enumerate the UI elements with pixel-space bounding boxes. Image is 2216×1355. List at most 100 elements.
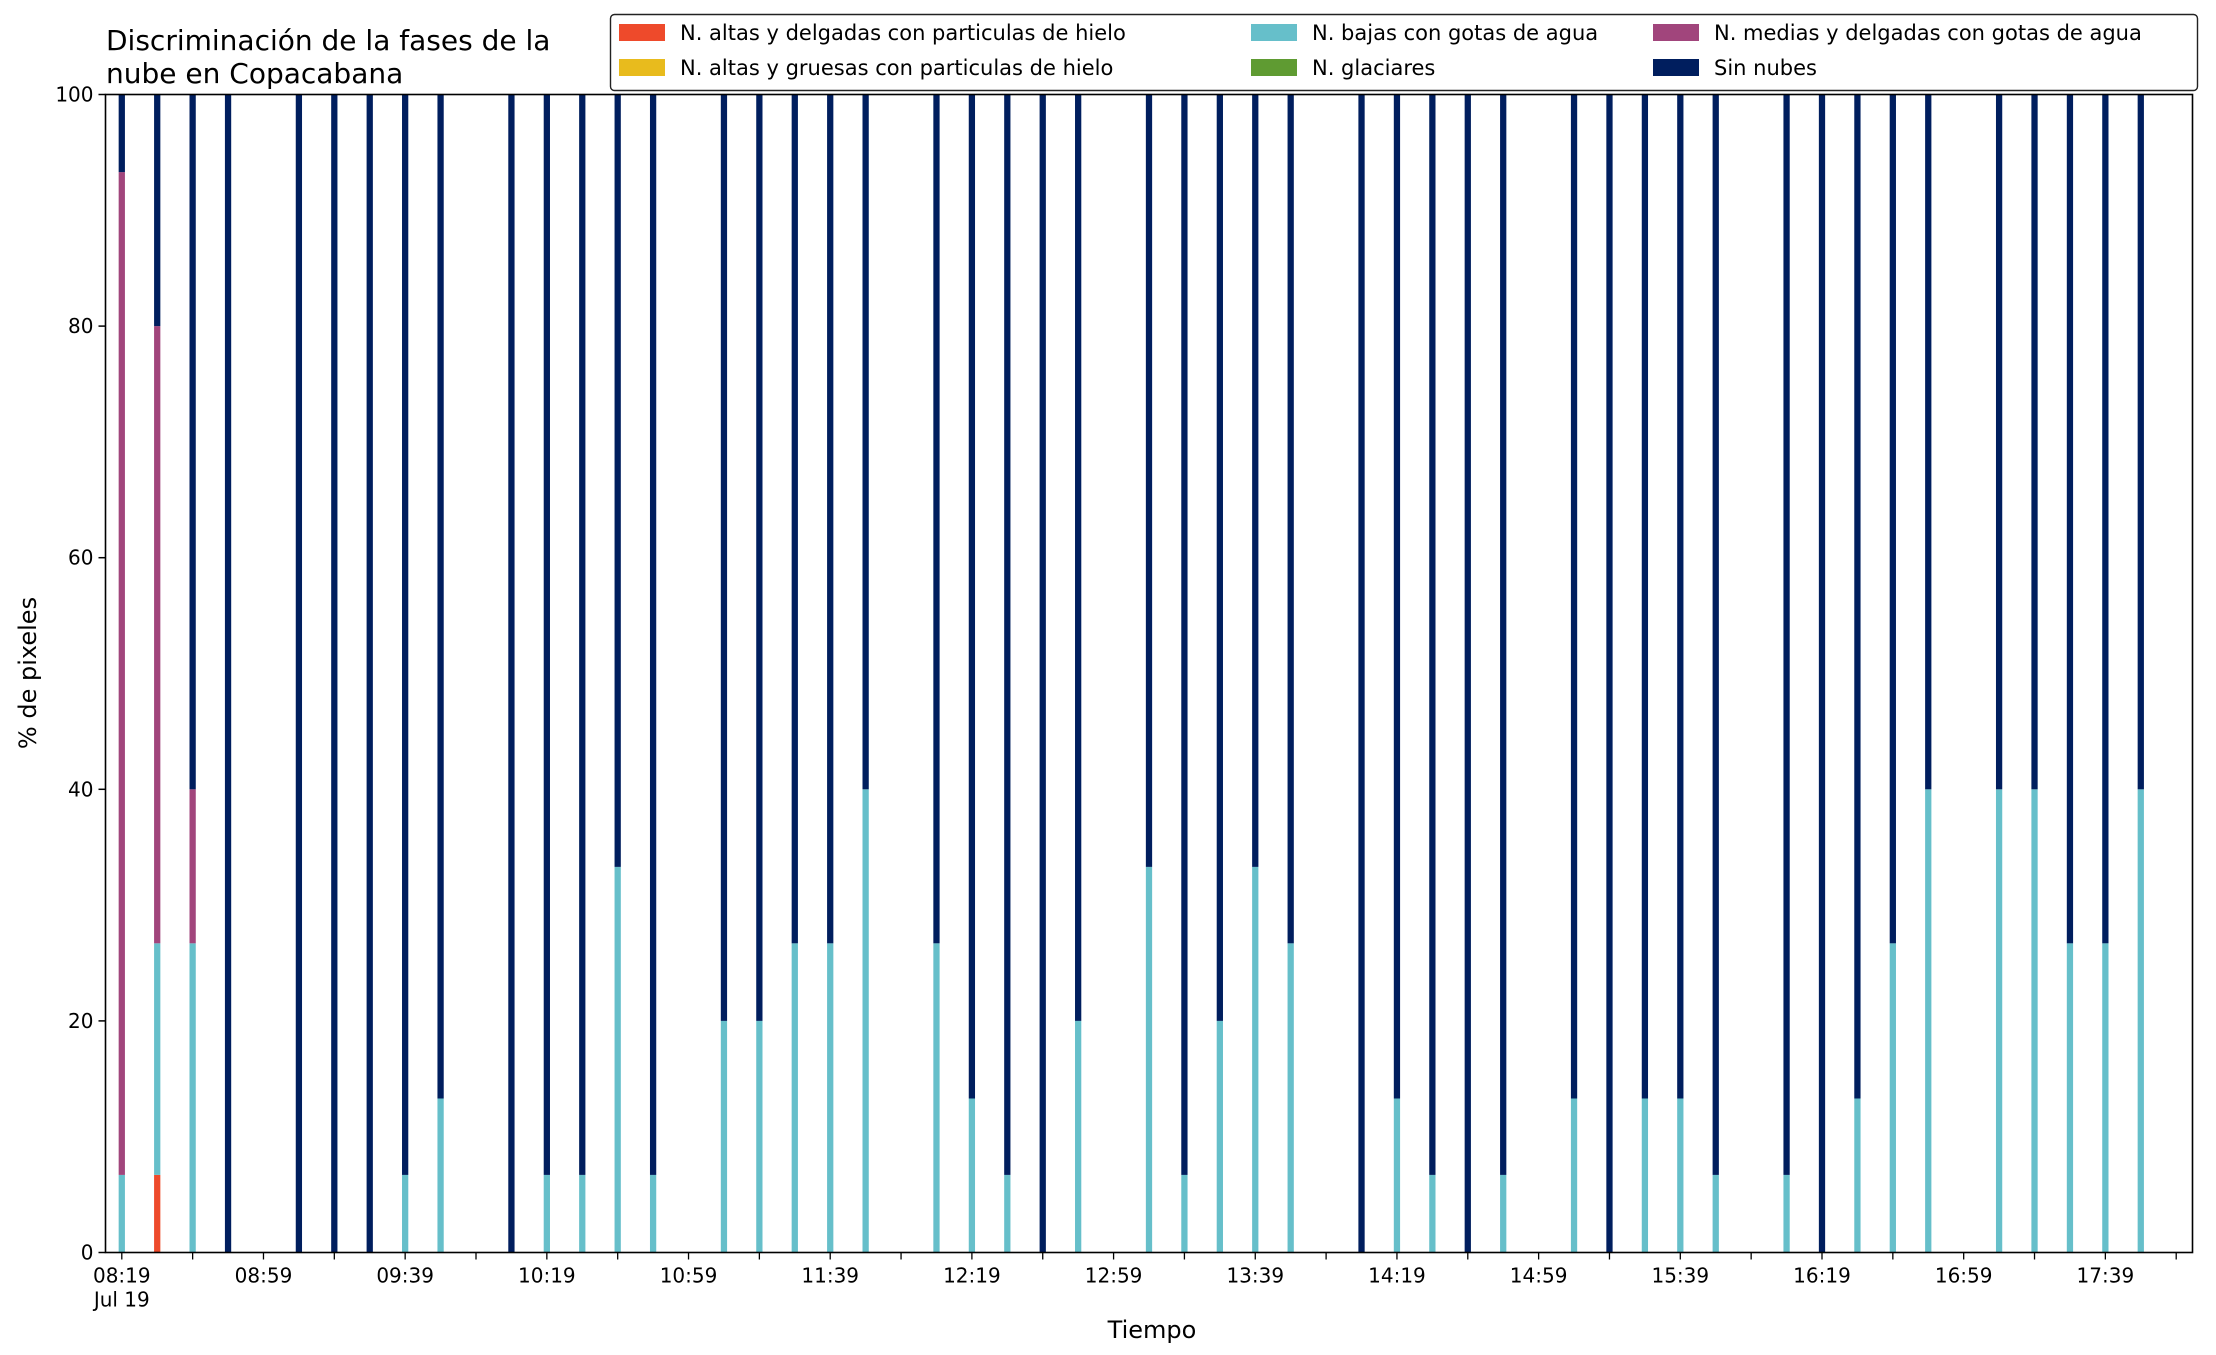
bar-segment-10-2	[543, 1174, 550, 1253]
bar-segment-35-5	[1606, 94, 1613, 1253]
bar-segment-42-5	[1889, 94, 1896, 944]
bar-segment-48-2	[2137, 789, 2144, 1253]
bar-segment-46-2	[2066, 943, 2074, 1253]
legend-swatch-3	[1251, 59, 1297, 76]
x-tick-label-6: 12:19	[943, 1264, 1001, 1288]
bar-segment-14-5	[720, 94, 728, 1021]
bar-segment-23-2	[1075, 1020, 1082, 1253]
bar-segment-13-5	[649, 94, 657, 1175]
x-tick-label-9: 14:19	[1368, 1264, 1426, 1288]
x-tick-label-2: 09:39	[376, 1264, 434, 1288]
bar-segment-44-5	[1995, 94, 2003, 790]
legend-swatch-5	[1653, 59, 1699, 76]
bar-segment-34-5	[1570, 94, 1578, 1099]
legend-swatch-2	[1251, 24, 1297, 41]
y-tick-label-2: 40	[68, 777, 93, 801]
bar-segment-19-2	[933, 943, 940, 1253]
x-axis-label: Tiempo	[1107, 1316, 1197, 1344]
bar-segment-8-2	[437, 1098, 444, 1253]
bar-segment-10-5	[543, 94, 550, 1175]
bar-segment-1-5	[154, 94, 161, 327]
bar-segment-32-5	[1464, 94, 1471, 1253]
bar-segment-40-5	[1818, 94, 1826, 1253]
bar-segment-23-5	[1075, 94, 1082, 1021]
chart-title-line-1: Discriminación de la fases de la	[106, 24, 550, 57]
bar-segment-30-2	[1393, 1098, 1401, 1253]
bar-segment-16-5	[791, 94, 798, 944]
y-tick-label-3: 60	[68, 546, 93, 570]
bar-segment-24-5	[1145, 94, 1153, 867]
bar-segment-0-4	[118, 172, 125, 1175]
bar-segment-0-5	[118, 94, 125, 173]
bar-segment-26-2	[1216, 1020, 1223, 1253]
bar-segment-28-2	[1287, 943, 1294, 1253]
bar-segment-1-2	[154, 943, 161, 1175]
bar-segment-47-2	[2102, 943, 2109, 1253]
bar-segment-7-2	[402, 1174, 409, 1253]
bar-segment-8-5	[437, 94, 444, 1099]
bar-segment-2-4	[189, 789, 196, 944]
bar-segment-2-5	[189, 94, 196, 790]
legend-swatch-0	[619, 24, 665, 41]
bar-segment-17-5	[827, 94, 834, 944]
bar-segment-21-2	[1004, 1174, 1011, 1253]
bars-layer	[118, 94, 2144, 1253]
bar-segment-43-5	[1925, 94, 1932, 790]
bar-segment-38-5	[1712, 94, 1719, 1175]
bar-segment-21-5	[1004, 94, 1011, 1175]
x-tick-label-3: 10:19	[518, 1264, 576, 1288]
bar-segment-6-5	[366, 94, 373, 1253]
x-tick-sublabel-0: Jul 19	[92, 1288, 150, 1312]
bar-segment-25-2	[1181, 1174, 1188, 1253]
bar-segment-48-5	[2137, 94, 2144, 790]
bar-segment-4-5	[295, 94, 303, 1253]
legend-label-3: N. glaciares	[1312, 56, 1435, 80]
x-tick-label-8: 13:39	[1226, 1264, 1284, 1288]
bar-segment-15-5	[756, 94, 763, 1021]
y-axis-label: % de pixeles	[14, 597, 42, 749]
bar-segment-38-2	[1712, 1174, 1719, 1253]
x-tick-label-5: 11:39	[801, 1264, 859, 1288]
x-tick-label-11: 15:39	[1651, 1264, 1709, 1288]
bar-segment-45-5	[2031, 94, 2038, 790]
bar-segment-16-2	[791, 943, 798, 1253]
x-tick-label-7: 12:59	[1085, 1264, 1143, 1288]
legend-label-5: Sin nubes	[1714, 56, 1817, 80]
bar-segment-37-2	[1677, 1098, 1684, 1253]
bar-segment-42-2	[1889, 943, 1896, 1253]
bar-segment-20-5	[968, 94, 976, 1099]
bar-segment-12-2	[614, 866, 621, 1253]
y-axis: 0 20 40 60 80 100	[55, 83, 106, 1265]
bar-segment-34-2	[1570, 1098, 1578, 1253]
legend-label-0: N. altas y delgadas con particulas de hi…	[680, 21, 1126, 45]
x-tick-label-13: 16:59	[1935, 1264, 1993, 1288]
bar-segment-33-5	[1500, 94, 1507, 1175]
bar-segment-1-0	[154, 1174, 161, 1253]
legend-label-2: N. bajas con gotas de agua	[1312, 21, 1598, 45]
bar-segment-29-5	[1358, 94, 1365, 1253]
bar-segment-25-5	[1181, 94, 1188, 1175]
bar-segment-43-2	[1925, 789, 1932, 1253]
bar-segment-11-2	[579, 1174, 586, 1253]
bar-segment-20-2	[968, 1098, 976, 1253]
bar-segment-1-4	[154, 326, 161, 944]
bar-segment-37-5	[1677, 94, 1684, 1099]
bar-segment-39-5	[1783, 94, 1790, 1175]
bar-segment-17-2	[827, 943, 834, 1253]
legend-label-4: N. medias y delgadas con gotas de agua	[1714, 21, 2142, 45]
bar-segment-12-5	[614, 94, 621, 867]
bar-segment-36-5	[1641, 94, 1649, 1099]
bar-segment-44-2	[1995, 789, 2003, 1253]
x-tick-label-0: 08:19	[93, 1264, 151, 1288]
bar-segment-31-2	[1429, 1174, 1436, 1253]
bar-segment-46-5	[2066, 94, 2074, 944]
y-tick-label-4: 80	[68, 314, 93, 338]
legend: N. altas y delgadas con particulas de hi…	[609, 13, 2199, 92]
legend-frame	[609, 13, 2199, 92]
bar-segment-27-2	[1252, 866, 1259, 1253]
bar-segment-18-2	[862, 789, 869, 1253]
y-tick-label-1: 20	[68, 1009, 93, 1033]
bar-segment-30-5	[1393, 94, 1401, 1099]
